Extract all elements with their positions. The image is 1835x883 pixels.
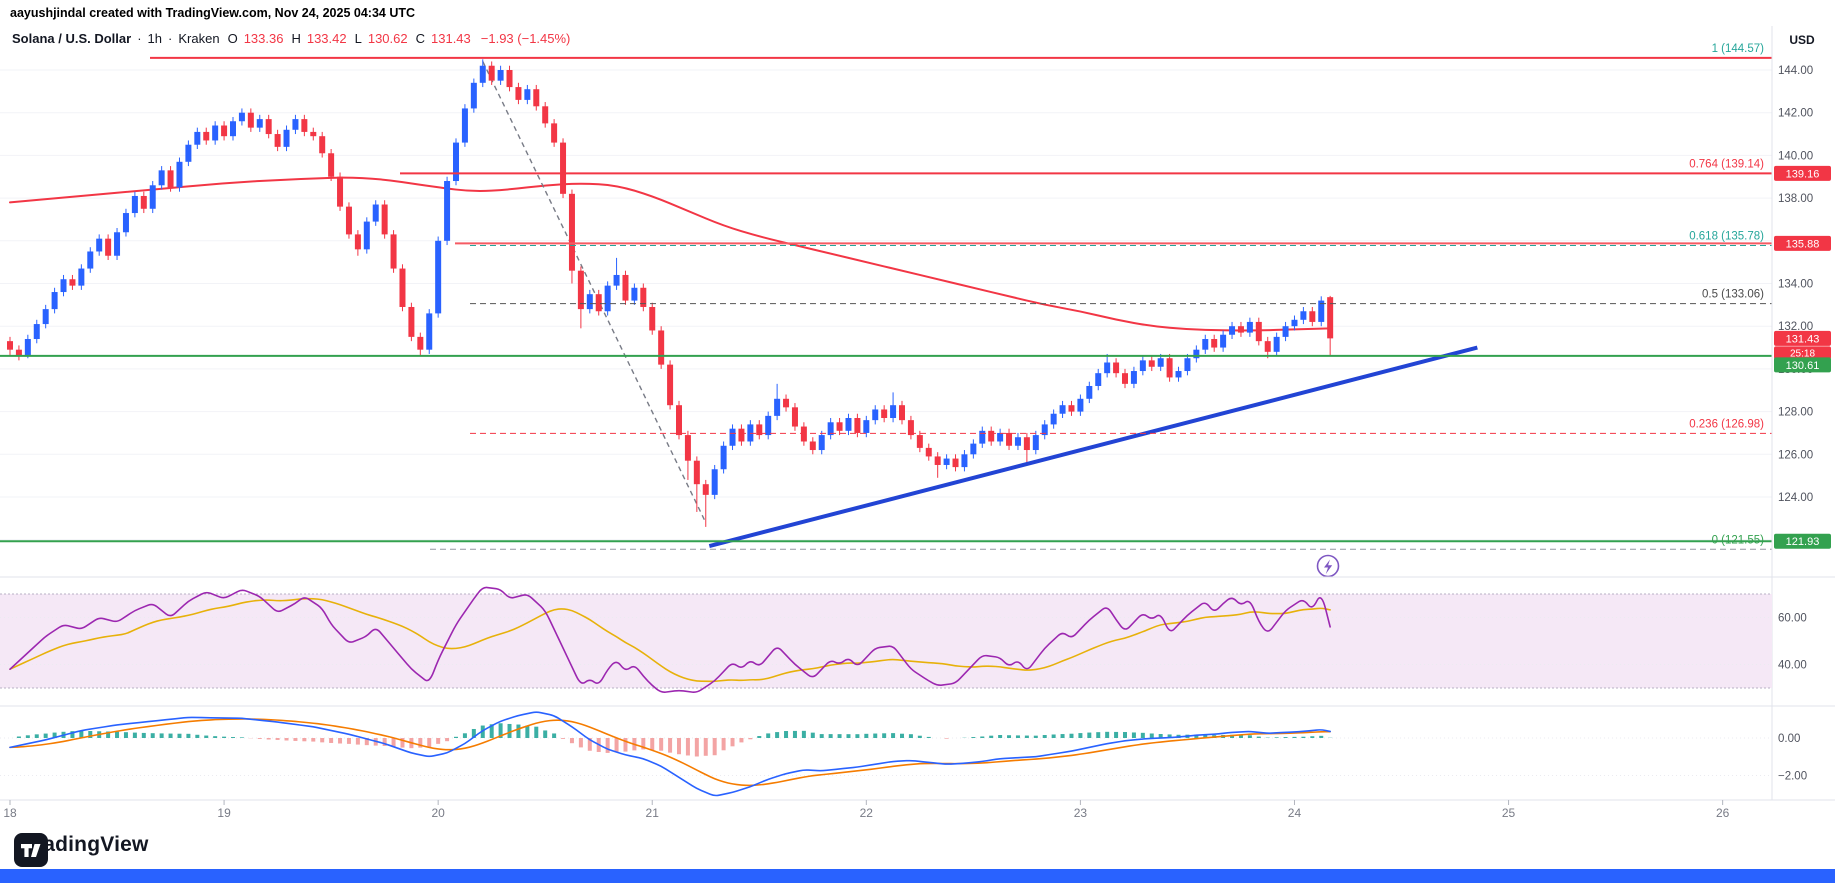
attribution-text: aayushjindal created with TradingView.co…	[10, 6, 416, 20]
svg-text:131.43: 131.43	[1786, 333, 1820, 345]
svg-text:144.00: 144.00	[1778, 65, 1813, 77]
lightning-icon[interactable]	[1316, 554, 1340, 578]
svg-text:139.16: 139.16	[1786, 168, 1820, 180]
svg-text:138.00: 138.00	[1778, 193, 1813, 205]
svg-text:19: 19	[217, 806, 231, 820]
close-value: 131.43	[431, 31, 471, 46]
svg-text:132.00: 132.00	[1778, 321, 1813, 333]
bottom-accent-bar	[0, 869, 1835, 883]
high-label: H	[291, 31, 301, 46]
svg-text:140.00: 140.00	[1778, 150, 1813, 162]
separator-dot: ·	[137, 31, 142, 46]
svg-text:128.00: 128.00	[1778, 407, 1813, 419]
ascending-trendline[interactable]	[708, 345, 1478, 549]
svg-text:0.00: 0.00	[1778, 733, 1800, 745]
svg-text:0.618 (135.78): 0.618 (135.78)	[1689, 230, 1764, 242]
svg-text:23: 23	[1074, 806, 1088, 820]
svg-text:20: 20	[431, 806, 445, 820]
red-ma-line	[9, 176, 1332, 332]
close-label: C	[415, 31, 425, 46]
low-value: 130.62	[367, 31, 408, 46]
svg-text:25:18: 25:18	[1790, 348, 1815, 359]
high-value: 133.42	[306, 31, 347, 46]
pane-separators	[0, 26, 1835, 801]
price-axis[interactable]: USD144.00142.00140.00138.00136.00134.001…	[1778, 33, 1815, 547]
svg-text:0 (121.55): 0 (121.55)	[1712, 534, 1765, 546]
open-value: 133.36	[243, 31, 284, 46]
svg-text:40.00: 40.00	[1778, 660, 1807, 672]
time-axis[interactable]: 18 19 20 21 22 23 24 25 26	[3, 800, 1730, 820]
separator-dot: ·	[168, 31, 173, 46]
grid-layer	[0, 69, 1772, 541]
macd-pane: 0.00 −2.00	[0, 711, 1807, 797]
low-label: L	[354, 31, 362, 46]
svg-text:18: 18	[3, 806, 17, 820]
svg-text:126.00: 126.00	[1778, 449, 1813, 461]
svg-text:25: 25	[1502, 806, 1516, 820]
open-label: O	[227, 31, 238, 46]
svg-text:−2.00: −2.00	[1778, 771, 1807, 783]
change-value: −1.93 (−1.45%)	[480, 31, 571, 46]
svg-text:0.236 (126.98): 0.236 (126.98)	[1689, 418, 1764, 430]
svg-text:130.61: 130.61	[1786, 360, 1820, 372]
svg-text:121.93: 121.93	[1786, 536, 1820, 548]
fib-levels-layer[interactable]: 1 (144.57) 0.764 (139.14) 0.618 (135.78) 0.…	[0, 43, 1772, 550]
svg-text:135.88: 135.88	[1786, 238, 1820, 250]
tradingview-brand-text: TradingView	[23, 833, 149, 856]
svg-text:0.764 (139.14): 0.764 (139.14)	[1689, 158, 1764, 170]
svg-text:60.00: 60.00	[1778, 613, 1807, 625]
svg-text:134.00: 134.00	[1778, 279, 1813, 291]
chart-canvas[interactable]: 1 (144.57) 0.764 (139.14) 0.618 (135.78) 0.…	[0, 0, 1835, 825]
svg-text:1 (144.57): 1 (144.57)	[1712, 43, 1765, 55]
svg-text:0.5 (133.06): 0.5 (133.06)	[1702, 289, 1764, 301]
svg-text:USD: USD	[1789, 33, 1815, 47]
interval-label[interactable]: 1h	[147, 31, 163, 46]
svg-text:24: 24	[1288, 806, 1302, 820]
svg-text:124.00: 124.00	[1778, 492, 1813, 504]
footer-branding[interactable]: TradingView	[14, 833, 149, 867]
svg-text:21: 21	[646, 806, 660, 820]
svg-text:22: 22	[860, 806, 874, 820]
symbol-name[interactable]: Solana / U.S. Dollar	[12, 31, 132, 46]
svg-text:142.00: 142.00	[1778, 108, 1813, 120]
rsi-pane: 60.00 40.00	[0, 586, 1807, 694]
exchange-label[interactable]: Kraken	[178, 31, 220, 46]
symbol-legend: Solana / U.S. Dollar · 1h · Kraken O 133…	[12, 31, 570, 46]
candles-layer	[7, 59, 1334, 527]
drawdown-dashed-line[interactable]	[482, 61, 707, 523]
svg-text:26: 26	[1716, 806, 1730, 820]
